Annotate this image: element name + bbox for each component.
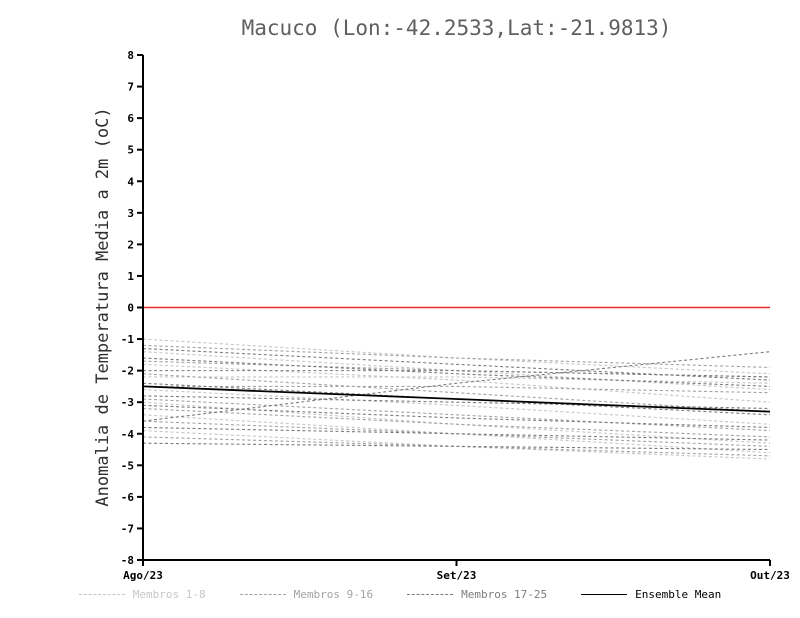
legend-item: Membros 1-8 bbox=[78, 588, 206, 601]
y-tick-label: -5 bbox=[121, 459, 134, 472]
legend: Membros 1-8 Membros 9-16 Membros 17-25 Ense… bbox=[0, 588, 800, 601]
y-tick-label: -4 bbox=[121, 428, 135, 441]
dashed-line-swatch bbox=[407, 594, 454, 595]
y-tick-label: -3 bbox=[121, 396, 134, 409]
member-line-4 bbox=[143, 376, 771, 384]
member-line-3 bbox=[142, 363, 771, 403]
legend-label: Membros 17-25 bbox=[461, 588, 548, 601]
member-line-5 bbox=[142, 389, 771, 425]
x-tick-label: Ago/23 bbox=[123, 569, 163, 582]
member-line-22 bbox=[142, 404, 771, 428]
y-tick-label: 1 bbox=[127, 270, 134, 283]
y-tick-label: -8 bbox=[121, 554, 134, 567]
member-line-13 bbox=[142, 398, 771, 432]
member-line-19 bbox=[143, 370, 771, 378]
member-line-12 bbox=[143, 385, 771, 394]
y-tick-label: 0 bbox=[127, 302, 134, 315]
y-tick-label: -6 bbox=[121, 491, 135, 504]
x-tick-label: Out/23 bbox=[750, 569, 790, 582]
member-line-18 bbox=[142, 357, 771, 387]
legend-label: Membros 9-16 bbox=[293, 588, 374, 601]
y-tick-label: 5 bbox=[127, 144, 134, 157]
legend-label: Ensemble Mean bbox=[635, 588, 722, 601]
legend-label: Membros 1-8 bbox=[132, 588, 206, 601]
dashed-line-swatch bbox=[239, 594, 286, 595]
legend-item: Membros 17-25 bbox=[407, 588, 547, 601]
y-tick-label: 6 bbox=[127, 112, 134, 125]
x-tick-label: Set/23 bbox=[437, 569, 477, 582]
legend-item: Ensemble Mean bbox=[581, 588, 721, 601]
y-tick-label: 7 bbox=[127, 81, 134, 94]
chart-title: Macuco (Lon:-42.2533,Lat:-21.9813) bbox=[241, 16, 672, 40]
y-tick-label: 4 bbox=[127, 175, 134, 188]
member-line-11 bbox=[142, 373, 771, 413]
y-tick-label: 2 bbox=[127, 238, 134, 251]
y-tick-label: 8 bbox=[127, 49, 134, 62]
ensemble-mean-line bbox=[142, 385, 771, 413]
member-line-8 bbox=[142, 430, 771, 460]
y-tick-label: -2 bbox=[121, 365, 134, 378]
y-tick-label: -1 bbox=[121, 333, 135, 346]
member-line-24 bbox=[142, 426, 771, 441]
member-line-9 bbox=[142, 344, 771, 369]
member-line-21 bbox=[142, 395, 771, 410]
y-tick-label: -7 bbox=[121, 522, 134, 535]
member-line-25 bbox=[142, 442, 771, 451]
solid-line-swatch bbox=[581, 594, 628, 595]
member-line-23 bbox=[142, 351, 771, 422]
y-tick-label: 3 bbox=[127, 207, 134, 220]
member-line-14 bbox=[142, 407, 771, 438]
legend-item: Membros 9-16 bbox=[239, 588, 374, 601]
dashed-line-swatch bbox=[78, 594, 125, 595]
